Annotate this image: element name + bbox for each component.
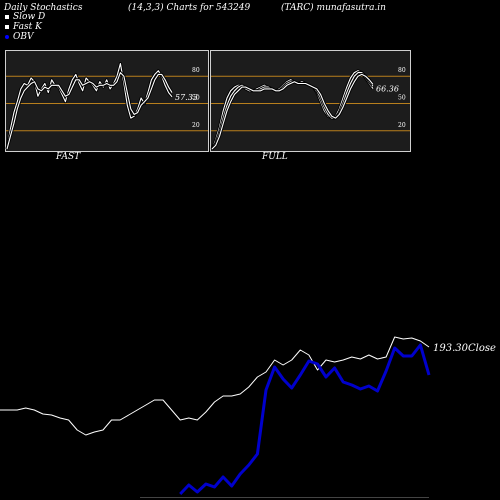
last-close-value: 193.30 [433,343,469,354]
obv-line [179,343,431,496]
full-stochastic-level-label-50: 50 [398,95,406,102]
fast-stochastic-last-value-label: 57.33 [175,93,198,102]
full-stochastic-frame [210,50,411,152]
fast-stochastic-level-label-80: 80 [192,67,200,74]
full-stochastic-panel: 20 50 80 66.36 [210,50,411,152]
legend-label-slow-d: Slow D [13,12,46,22]
legend: Slow D Fast K OBV [4,12,45,42]
full-stochastic-series-2 [211,73,374,150]
full-stochastic-last-value-label: 66.36 [376,85,399,94]
full-stochastic-level-label-20: 20 [398,122,406,129]
fast-stochastic-level-label-20: 20 [192,122,200,129]
legend-swatch-fast-k [4,24,10,30]
legend-label-fast-k: Fast K [13,22,42,32]
last-close-suffix: Close [468,343,496,354]
header-chart-code: (14,3,3) Charts for 543249 [128,3,251,13]
legend-label-obv: OBV [13,32,34,42]
full-panel-caption: FULL [262,152,288,162]
fast-stochastic-frame [5,50,209,152]
header-source: (TARC) munafasutra.in [281,3,386,13]
fast-stochastic-series-1 [6,72,173,150]
full-stochastic-level-label-80: 80 [398,67,406,74]
header-title: Daily Stochastics [4,3,83,13]
legend-item-fast-k: Fast K [4,22,45,32]
fast-stochastic-level-label-50: 50 [192,95,200,102]
legend-item-obv: OBV [4,32,45,42]
last-close-label: 193.30Close [433,343,496,354]
close-price-line [0,336,430,436]
legend-item-slow-d: Slow D [4,12,45,22]
fast-stochastic-panel: 20 50 80 57.33 [5,50,209,152]
legend-swatch-slow-d [4,14,10,20]
legend-swatch-obv [4,34,10,40]
fast-panel-caption: FAST [56,152,81,162]
